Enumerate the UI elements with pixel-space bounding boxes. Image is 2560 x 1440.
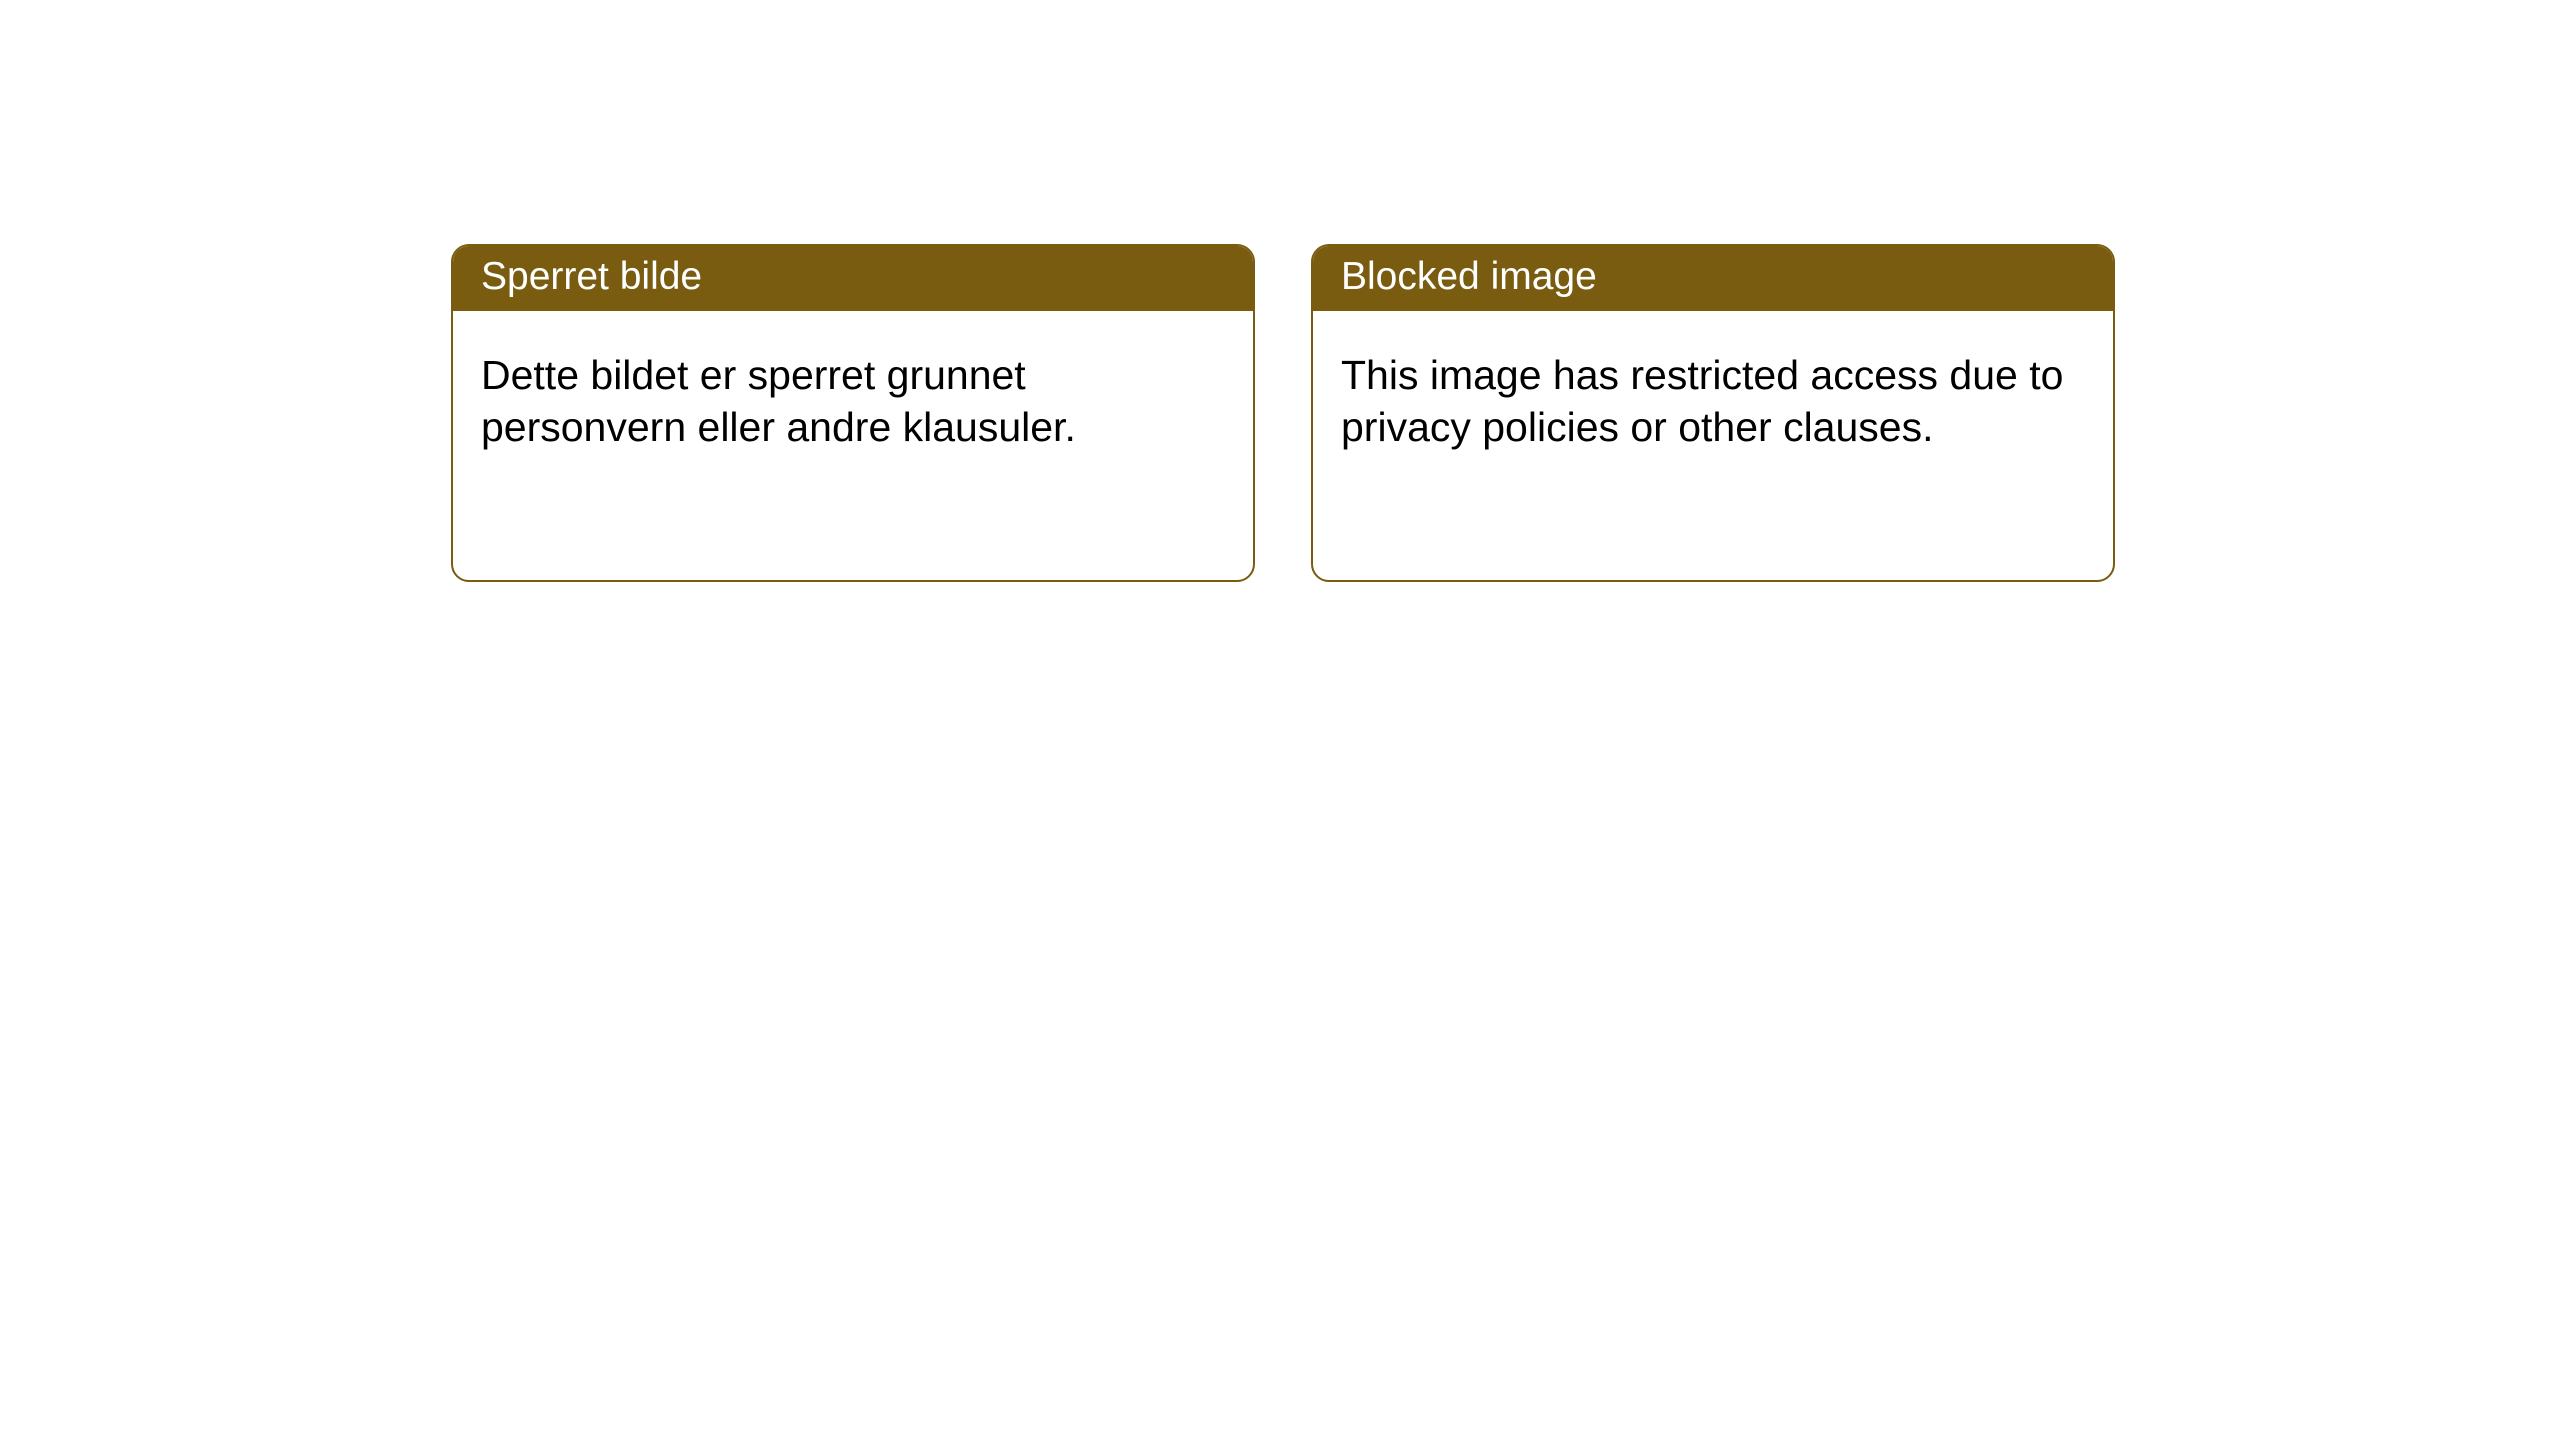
blocked-image-card-en: Blocked image This image has restricted … — [1311, 244, 2115, 582]
card-message: Dette bildet er sperret grunnet personve… — [481, 352, 1076, 450]
card-body: This image has restricted access due to … — [1313, 311, 2113, 482]
notice-container: Sperret bilde Dette bildet er sperret gr… — [0, 0, 2560, 582]
card-body: Dette bildet er sperret grunnet personve… — [453, 311, 1253, 482]
blocked-image-card-no: Sperret bilde Dette bildet er sperret gr… — [451, 244, 1255, 582]
card-message: This image has restricted access due to … — [1341, 352, 2063, 450]
card-header: Blocked image — [1313, 246, 2113, 311]
card-title: Sperret bilde — [481, 255, 702, 298]
card-title: Blocked image — [1341, 255, 1597, 298]
card-header: Sperret bilde — [453, 246, 1253, 311]
